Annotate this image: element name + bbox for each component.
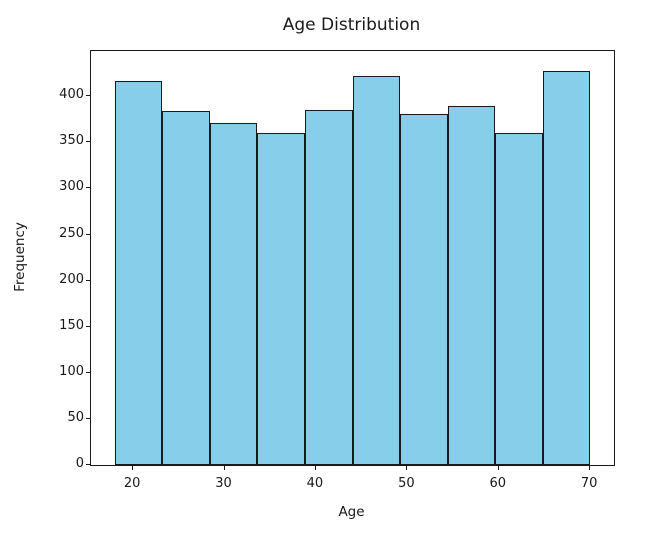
histogram-bar bbox=[257, 133, 305, 465]
histogram-bar bbox=[495, 133, 543, 465]
y-tick-label: 350 bbox=[59, 133, 84, 149]
y-tick-mark bbox=[85, 141, 90, 143]
y-tick-label: 150 bbox=[59, 317, 84, 333]
y-tick-label: 400 bbox=[59, 87, 84, 103]
x-tick-label: 40 bbox=[306, 476, 324, 491]
x-axis-label: Age bbox=[338, 504, 365, 520]
x-tick-mark bbox=[314, 465, 316, 470]
chart-title: Age Distribution bbox=[282, 15, 421, 35]
y-tick-mark bbox=[85, 187, 90, 189]
histogram-bar bbox=[447, 106, 496, 465]
x-tick-mark bbox=[589, 465, 591, 470]
histogram-bar bbox=[352, 75, 400, 465]
histogram-bar bbox=[162, 110, 210, 465]
x-tick-mark bbox=[497, 465, 499, 470]
x-tick-label: 70 bbox=[580, 476, 598, 491]
y-tick-mark bbox=[85, 95, 90, 97]
histogram-bar bbox=[209, 122, 258, 465]
x-tick-label: 20 bbox=[123, 476, 141, 491]
y-tick-mark bbox=[85, 325, 90, 327]
y-tick-mark bbox=[85, 464, 90, 465]
histogram-bar bbox=[542, 71, 591, 465]
x-tick-mark bbox=[132, 465, 134, 470]
histogram-bar bbox=[305, 110, 353, 465]
y-tick-mark bbox=[85, 233, 90, 235]
x-tick-mark bbox=[406, 465, 408, 470]
y-tick-mark bbox=[85, 371, 90, 373]
x-tick-label: 50 bbox=[398, 476, 415, 491]
histogram-bar bbox=[114, 80, 163, 465]
bars-container bbox=[91, 51, 614, 465]
histogram-bar bbox=[400, 113, 448, 465]
y-tick-label: 0 bbox=[75, 456, 84, 471]
y-tick-label: 50 bbox=[67, 409, 84, 425]
y-tick-label: 100 bbox=[59, 363, 84, 379]
y-tick-label: 200 bbox=[59, 271, 84, 287]
x-tick-label: 30 bbox=[215, 476, 232, 491]
plot-area bbox=[90, 50, 615, 466]
y-tick-label: 250 bbox=[59, 225, 84, 241]
x-tick-label: 60 bbox=[489, 476, 507, 491]
x-tick-mark bbox=[223, 465, 225, 470]
y-tick-mark bbox=[85, 279, 90, 281]
y-tick-mark bbox=[85, 417, 90, 419]
y-tick-label: 300 bbox=[59, 179, 84, 195]
